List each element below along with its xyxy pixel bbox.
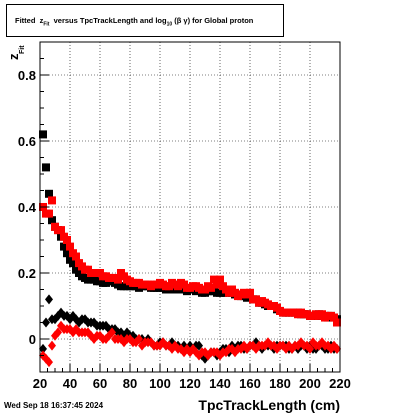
data-point xyxy=(246,288,254,297)
data-point xyxy=(60,242,68,251)
y-tick-label: 0.6 xyxy=(18,134,36,149)
data-point xyxy=(48,340,56,351)
x-axis-label: TpcTrackLength (cm) xyxy=(198,397,340,413)
y-tick-label: 0.8 xyxy=(18,68,36,83)
data-point xyxy=(48,216,56,225)
data-point xyxy=(333,318,341,327)
title-suffix: (β γ) for Global proton xyxy=(174,16,254,25)
title-box: Fitted zFit versus TpcTrackLength and lo… xyxy=(6,4,284,37)
data-point xyxy=(57,226,65,235)
data-point xyxy=(210,275,218,284)
data-point xyxy=(306,343,314,354)
x-tick-label: 140 xyxy=(209,376,231,391)
x-tick-label: 100 xyxy=(149,376,171,391)
data-point xyxy=(333,343,341,354)
data-point xyxy=(330,313,338,322)
data-markers xyxy=(39,130,341,368)
data-point xyxy=(45,294,53,305)
data-point xyxy=(108,327,116,338)
title-middle: versus TpcTrackLength and log xyxy=(53,16,167,25)
y-tick-label: 0.4 xyxy=(18,200,37,215)
axis-ticks: 20 40 60 80 100 120 140 160 180 200 220 0 0.2 0.4 0.6 0… xyxy=(18,41,351,391)
data-point xyxy=(72,252,80,261)
data-point xyxy=(45,357,53,368)
x-tick-label: 120 xyxy=(179,376,201,391)
x-tick-label: 180 xyxy=(269,376,291,391)
x-tick-label: 80 xyxy=(123,376,137,391)
title-prefix: Fitted xyxy=(15,16,36,25)
x-tick-label: 60 xyxy=(93,376,107,391)
y-axis-label: z xyxy=(6,53,21,60)
data-point xyxy=(213,280,221,289)
y-axis-label-sub: Fit xyxy=(19,45,26,54)
data-point xyxy=(195,340,203,351)
x-tick-label: 40 xyxy=(63,376,77,391)
data-point xyxy=(69,259,77,268)
grid-lines xyxy=(40,42,340,372)
timestamp: Wed Sep 18 16:37:45 2024 xyxy=(4,401,104,410)
data-point xyxy=(207,283,215,292)
data-point xyxy=(54,327,62,338)
data-point xyxy=(63,236,71,244)
y-tick-label: 0 xyxy=(29,332,36,347)
data-point xyxy=(39,343,47,354)
title-z-sub: Fit xyxy=(43,21,50,28)
data-point xyxy=(45,209,53,218)
chart-title: Fitted zFit versus TpcTrackLength and lo… xyxy=(15,16,253,28)
data-point xyxy=(39,130,47,139)
title-z: z xyxy=(39,16,44,25)
data-point xyxy=(114,275,122,284)
x-tick-label: 20 xyxy=(33,376,47,391)
x-tick-label: 200 xyxy=(299,376,321,391)
data-point xyxy=(48,196,56,205)
data-point xyxy=(66,242,74,251)
data-point xyxy=(45,189,53,198)
y-tick-label: 0.2 xyxy=(18,266,36,281)
data-point xyxy=(42,317,50,328)
data-point xyxy=(135,334,143,344)
x-tick-label: 160 xyxy=(239,376,261,391)
data-point xyxy=(42,163,50,172)
x-tick-label: 220 xyxy=(329,376,351,391)
data-point xyxy=(216,275,224,284)
data-point xyxy=(63,249,71,258)
title-log-sub: 10 xyxy=(166,21,173,28)
